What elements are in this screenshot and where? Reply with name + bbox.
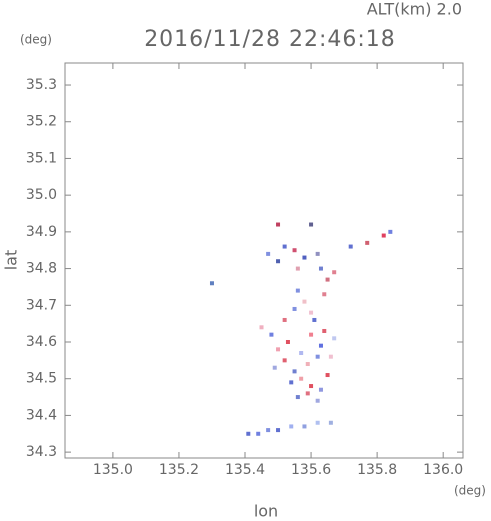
y-unit: (deg) — [20, 33, 52, 47]
echo-point — [322, 292, 327, 297]
echo-point — [299, 351, 304, 356]
echo-point — [302, 255, 307, 260]
echo-point — [348, 244, 353, 249]
echo-point — [315, 420, 320, 425]
echo-point — [209, 281, 214, 286]
echo-point — [315, 251, 320, 256]
echo-point — [246, 431, 251, 436]
y-tick-label: 35.2 — [26, 114, 57, 130]
y-tick-label: 35.0 — [26, 187, 57, 203]
echo-point — [328, 354, 333, 359]
echo-point — [365, 240, 370, 245]
x-unit: (deg) — [454, 484, 486, 498]
echo-point — [332, 336, 337, 341]
echo-point — [269, 332, 274, 337]
echo-point — [276, 222, 281, 227]
x-tick-label: 135.2 — [159, 462, 199, 478]
y-tick-label: 35.1 — [26, 150, 57, 166]
echo-point — [292, 306, 297, 311]
echo-point — [309, 332, 314, 337]
echo-point — [325, 277, 330, 282]
echo-point — [305, 362, 310, 367]
echo-point — [282, 358, 287, 363]
echo-point — [276, 428, 281, 433]
plot-frame — [64, 62, 464, 459]
echo-point — [305, 391, 310, 396]
y-axis-label: lat — [2, 250, 21, 271]
echo-point — [309, 310, 314, 315]
echo-point — [282, 244, 287, 249]
x-axis-label: lon — [254, 502, 278, 521]
echo-point — [282, 317, 287, 322]
echo-point — [256, 431, 261, 436]
x-tick-label: 135.8 — [357, 462, 397, 478]
echo-point — [318, 387, 323, 392]
echo-point — [276, 259, 281, 264]
echo-point — [295, 288, 300, 293]
echo-point — [315, 354, 320, 359]
echo-point — [289, 380, 294, 385]
echo-point — [266, 251, 271, 256]
echo-point — [309, 384, 314, 389]
x-tick-label: 136.0 — [423, 462, 463, 478]
chart-title: 2016/11/28 22:46:18 — [144, 27, 396, 52]
y-tick-label: 34.3 — [26, 444, 57, 460]
altitude-label: ALT(km) 2.0 — [367, 0, 462, 19]
echo-point — [295, 395, 300, 400]
echo-point — [302, 299, 307, 304]
echo-point — [328, 420, 333, 425]
echo-point — [322, 328, 327, 333]
y-tick-label: 34.7 — [26, 297, 57, 313]
echo-point — [292, 369, 297, 374]
echo-point — [318, 343, 323, 348]
x-tick-label: 135.6 — [291, 462, 331, 478]
echo-point — [292, 248, 297, 253]
echo-point — [289, 424, 294, 429]
y-tick-label: 34.4 — [26, 407, 57, 423]
echo-point — [388, 229, 393, 234]
echo-point — [309, 222, 314, 227]
y-tick-label: 35.3 — [26, 77, 57, 93]
echo-point — [332, 270, 337, 275]
echo-point — [325, 373, 330, 378]
echo-point — [299, 376, 304, 381]
y-tick-label: 34.9 — [26, 224, 57, 240]
echo-point — [315, 398, 320, 403]
echo-point — [318, 266, 323, 271]
echo-point — [295, 266, 300, 271]
echo-point — [276, 347, 281, 352]
echo-point — [266, 428, 271, 433]
echo-point — [285, 339, 290, 344]
echo-point — [272, 365, 277, 370]
echo-point — [259, 325, 264, 330]
y-tick-label: 34.6 — [26, 334, 57, 350]
echo-point — [302, 424, 307, 429]
x-tick-label: 135.0 — [93, 462, 133, 478]
echo-point — [381, 233, 386, 238]
y-tick-label: 34.8 — [26, 261, 57, 277]
y-tick-label: 34.5 — [26, 371, 57, 387]
echo-point — [312, 317, 317, 322]
x-tick-label: 135.4 — [225, 462, 265, 478]
